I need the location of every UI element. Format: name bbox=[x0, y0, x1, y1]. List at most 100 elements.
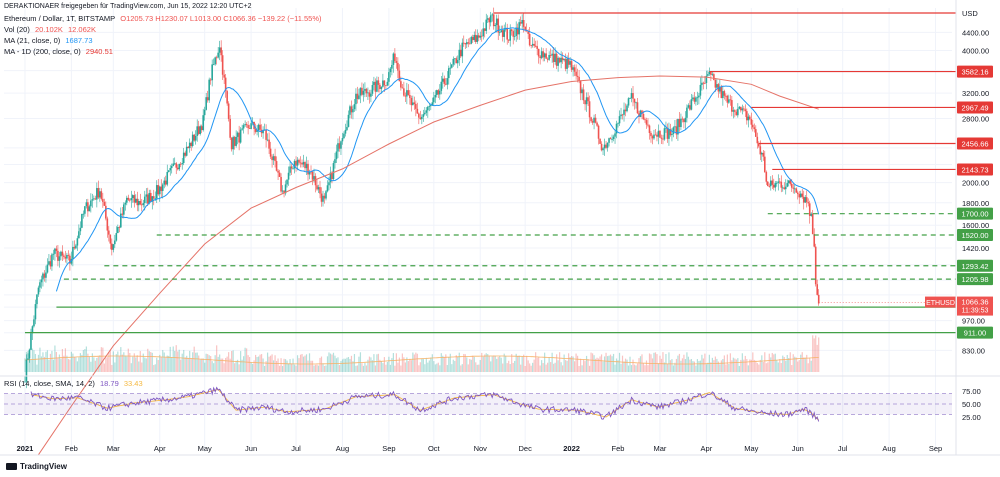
volume-bar bbox=[389, 364, 391, 372]
candle-body bbox=[537, 48, 540, 57]
candle-body bbox=[698, 95, 700, 98]
tradingview-logo[interactable]: TradingView bbox=[6, 462, 67, 471]
candle-body bbox=[371, 85, 374, 94]
candle-body bbox=[482, 28, 485, 37]
candle-body bbox=[453, 58, 456, 60]
volume-bar bbox=[804, 357, 806, 372]
volume-bar bbox=[204, 362, 206, 372]
candle-body bbox=[516, 27, 519, 35]
candle-body bbox=[370, 93, 372, 97]
volume-bar bbox=[815, 335, 817, 372]
volume-bar bbox=[195, 352, 197, 372]
candle-body bbox=[111, 243, 113, 250]
candle-body bbox=[470, 37, 473, 44]
volume-bar bbox=[127, 348, 129, 372]
candle-body bbox=[266, 139, 269, 141]
candle-body bbox=[681, 118, 684, 120]
candle-body bbox=[445, 83, 447, 85]
candle-body bbox=[455, 58, 458, 64]
volume-bar bbox=[189, 350, 191, 372]
candle-body bbox=[471, 37, 474, 41]
candle-body bbox=[133, 195, 136, 203]
horizontal-levels[interactable]: 3582.16 2967.49 2456.66 2143.73 1700.00 1520.… bbox=[24, 12, 993, 339]
volume-bar bbox=[388, 356, 390, 372]
candle-body bbox=[711, 74, 714, 75]
candle-body bbox=[756, 136, 759, 144]
volume-bar bbox=[217, 356, 219, 372]
candle-body bbox=[205, 97, 207, 110]
volume-bar bbox=[120, 347, 122, 372]
candle-body bbox=[495, 18, 498, 26]
volume-bar bbox=[560, 362, 562, 372]
volume-bar bbox=[770, 357, 772, 372]
candle-body bbox=[105, 205, 107, 219]
volume-bar bbox=[690, 359, 693, 372]
candle-body bbox=[465, 42, 468, 45]
volume-bar bbox=[644, 365, 646, 372]
candle-body bbox=[45, 272, 47, 278]
candle-body bbox=[190, 142, 193, 146]
candle-body bbox=[584, 100, 586, 105]
candle-body bbox=[462, 42, 465, 44]
volume-bar bbox=[299, 354, 302, 372]
volume-bar bbox=[786, 354, 788, 372]
candle-body bbox=[433, 97, 435, 103]
volume-bar bbox=[791, 365, 793, 372]
candle-body bbox=[522, 20, 525, 27]
candle-body bbox=[693, 97, 696, 102]
volume-bar bbox=[196, 352, 198, 372]
volume-bar bbox=[166, 355, 168, 372]
volume-bar bbox=[430, 357, 432, 372]
level-price-label: 1520.00 bbox=[961, 231, 988, 240]
volume-bar bbox=[70, 351, 72, 372]
candle-body bbox=[320, 193, 323, 202]
volume-bar bbox=[428, 360, 430, 372]
candle-body bbox=[479, 35, 482, 38]
volume-bar bbox=[765, 363, 767, 372]
volume-bar bbox=[142, 353, 144, 372]
candle-body bbox=[94, 198, 97, 200]
candle-body bbox=[552, 53, 555, 63]
volume-ma-line bbox=[24, 355, 819, 365]
candle-body bbox=[352, 109, 354, 113]
time-tick-label: Feb bbox=[65, 444, 78, 453]
volume-bar bbox=[284, 359, 287, 372]
volume-bar bbox=[364, 362, 366, 372]
volume-bar bbox=[108, 351, 110, 372]
volume-bar bbox=[262, 358, 264, 372]
volume-bar bbox=[154, 364, 156, 372]
volume-bar bbox=[526, 355, 528, 372]
candle-body bbox=[368, 92, 371, 97]
candle-body bbox=[790, 183, 793, 188]
volume-bar bbox=[759, 359, 761, 372]
volume-bar bbox=[151, 352, 153, 372]
volume-bar bbox=[566, 360, 568, 372]
candle-body bbox=[750, 119, 753, 125]
volume-bar bbox=[809, 357, 811, 372]
volume-bar bbox=[201, 358, 203, 372]
volume-bar bbox=[211, 361, 213, 372]
candle-body bbox=[406, 90, 408, 97]
candle-body bbox=[683, 119, 685, 123]
volume-bar bbox=[434, 364, 436, 372]
rsi-tick-label: 50.00 bbox=[962, 400, 981, 409]
candle-body bbox=[117, 227, 119, 234]
volume-bar bbox=[771, 352, 773, 372]
rsi-tick-label: 75.00 bbox=[962, 387, 981, 396]
candle-body bbox=[617, 123, 619, 125]
candle-body bbox=[663, 128, 666, 140]
candle-body bbox=[671, 133, 673, 136]
candle-body bbox=[235, 136, 237, 146]
volume-bar bbox=[421, 358, 423, 372]
candle-body bbox=[179, 163, 182, 165]
volume-bar bbox=[121, 354, 123, 372]
candle-body bbox=[507, 39, 510, 41]
volume-bar bbox=[556, 354, 558, 372]
volume-bar bbox=[135, 357, 137, 372]
volume-bar bbox=[256, 357, 258, 372]
candle-body bbox=[123, 204, 125, 215]
volume-bar bbox=[668, 352, 670, 372]
candle-body bbox=[635, 102, 637, 104]
volume-bar bbox=[130, 363, 132, 372]
